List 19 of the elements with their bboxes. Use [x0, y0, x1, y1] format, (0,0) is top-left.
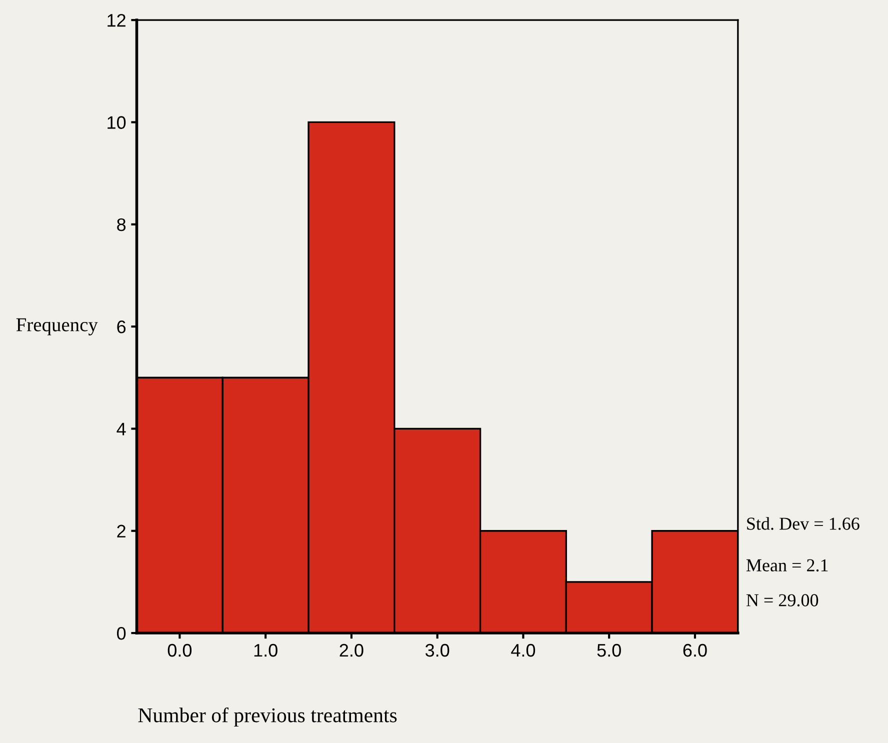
y-tick-label: 10 — [108, 116, 126, 129]
y-tick-label: 12 — [108, 14, 126, 27]
y-axis-title: Frequency — [16, 318, 98, 336]
x-tick-label: 1.0 — [254, 644, 278, 657]
text: Std. Dev = 1.66 — [747, 517, 860, 530]
y-tick-label: 4 — [116, 422, 126, 436]
x-tick-label: 2.0 — [340, 644, 364, 657]
y-tick-label: 2 — [117, 524, 126, 538]
x-tick-label: 5.0 — [597, 644, 621, 657]
x-tick-label: 4.0 — [511, 644, 536, 657]
y-tick-label: 0 — [117, 626, 126, 640]
text: Mean = 2.1 — [746, 559, 828, 572]
x-tick-label: 3.0 — [425, 644, 450, 657]
x-tick-label: 6.0 — [683, 644, 707, 657]
y-tick-label: 6 — [117, 320, 126, 334]
x-tick-label: 0.0 — [168, 644, 192, 657]
text: N = 29.00 — [746, 594, 818, 606]
y-tick-label: 8 — [117, 218, 126, 232]
x-axis-title: Number of previous treatments — [138, 707, 397, 727]
